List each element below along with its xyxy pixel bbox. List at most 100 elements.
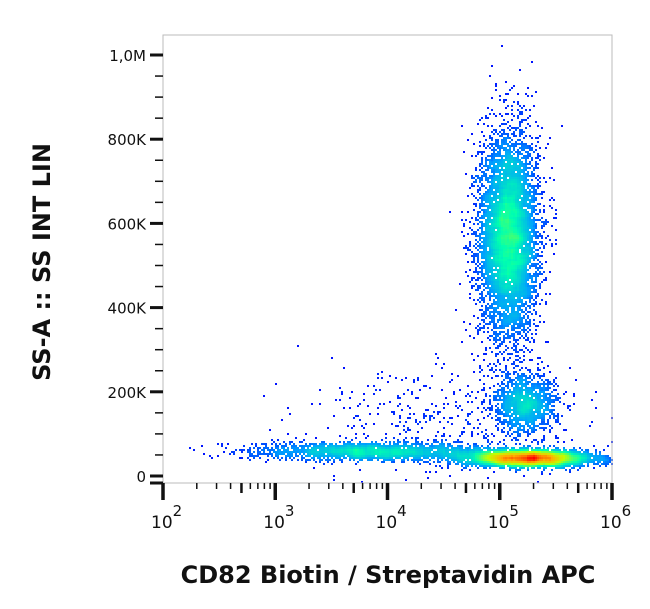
density-bin (519, 401, 521, 403)
density-bin (523, 185, 525, 187)
density-bin (507, 395, 509, 397)
density-bin (451, 417, 453, 419)
density-bin (451, 451, 453, 453)
density-bin (359, 455, 361, 457)
density-bin (505, 455, 507, 457)
density-bin (547, 405, 549, 407)
density-bin (515, 405, 517, 407)
density-bin (545, 243, 547, 245)
density-bin (407, 449, 409, 451)
density-bin (503, 229, 505, 231)
density-bin (339, 451, 341, 453)
density-bin (507, 243, 509, 245)
density-bin (533, 421, 535, 423)
density-bin (531, 209, 533, 211)
density-bin (443, 455, 445, 457)
density-bin (529, 161, 531, 163)
density-bin (501, 261, 503, 263)
density-bin (517, 117, 519, 119)
density-bin (525, 307, 527, 309)
density-bin (527, 419, 529, 421)
density-bin (545, 303, 547, 305)
density-bin (511, 245, 513, 247)
density-bin (495, 355, 497, 357)
density-bin (505, 139, 507, 141)
density-bin (493, 195, 495, 197)
density-bin (485, 459, 487, 461)
density-bin (501, 143, 503, 145)
density-bin (369, 443, 371, 445)
density-bin (507, 209, 509, 211)
density-bin (535, 395, 537, 397)
density-bin (501, 289, 503, 291)
density-bin (531, 143, 533, 145)
density-bin (517, 189, 519, 191)
density-bin (497, 213, 499, 215)
density-bin (387, 453, 389, 455)
density-bin (561, 125, 563, 127)
density-bin (471, 255, 473, 257)
density-bin (513, 101, 515, 103)
density-bin (535, 209, 537, 211)
density-bin (497, 239, 499, 241)
density-bin (539, 233, 541, 235)
density-bin (497, 251, 499, 253)
density-bin (471, 287, 473, 289)
density-bin (477, 325, 479, 327)
density-bin (535, 387, 537, 389)
density-bin (541, 361, 543, 363)
density-bin (505, 305, 507, 307)
density-bin (423, 457, 425, 459)
density-bin (255, 443, 257, 445)
density-bin (343, 457, 345, 459)
density-bin (445, 449, 447, 451)
density-bin (509, 155, 511, 157)
density-bin (523, 375, 525, 377)
density-bin (495, 201, 497, 203)
density-bin (501, 403, 503, 405)
density-bin (483, 231, 485, 233)
density-bin (529, 247, 531, 249)
density-bin (511, 109, 513, 111)
density-bin (493, 191, 495, 193)
density-bin (521, 199, 523, 201)
density-bin (523, 337, 525, 339)
density-bin (523, 189, 525, 191)
density-bin (503, 313, 505, 315)
density-bin (525, 375, 527, 377)
density-bin (375, 449, 377, 451)
density-bin (513, 223, 515, 225)
density-bin (503, 307, 505, 309)
density-bin (515, 231, 517, 233)
density-bin (531, 337, 533, 339)
density-bin (493, 185, 495, 187)
density-bin (545, 219, 547, 221)
density-bin (399, 441, 401, 443)
density-bin (321, 445, 323, 447)
density-bin (381, 377, 383, 379)
density-bin (493, 451, 495, 453)
density-bin (485, 263, 487, 265)
density-bin (569, 459, 571, 461)
density-bin (505, 159, 507, 161)
density-bin (375, 457, 377, 459)
density-bin (541, 241, 543, 243)
density-bin (529, 415, 531, 417)
density-bin (533, 387, 535, 389)
density-bin (501, 243, 503, 245)
density-bin (461, 455, 463, 457)
density-bin (483, 145, 485, 147)
density-bin (511, 333, 513, 335)
density-bin (465, 245, 467, 247)
density-bin (549, 399, 551, 401)
density-bin (523, 201, 525, 203)
density-bin (531, 197, 533, 199)
density-bin (373, 449, 375, 451)
density-bin (545, 223, 547, 225)
density-bin (527, 289, 529, 291)
density-bin (499, 419, 501, 421)
density-bin (395, 451, 397, 453)
density-bin (465, 419, 467, 421)
density-bin (533, 401, 535, 403)
density-bin (431, 403, 433, 405)
